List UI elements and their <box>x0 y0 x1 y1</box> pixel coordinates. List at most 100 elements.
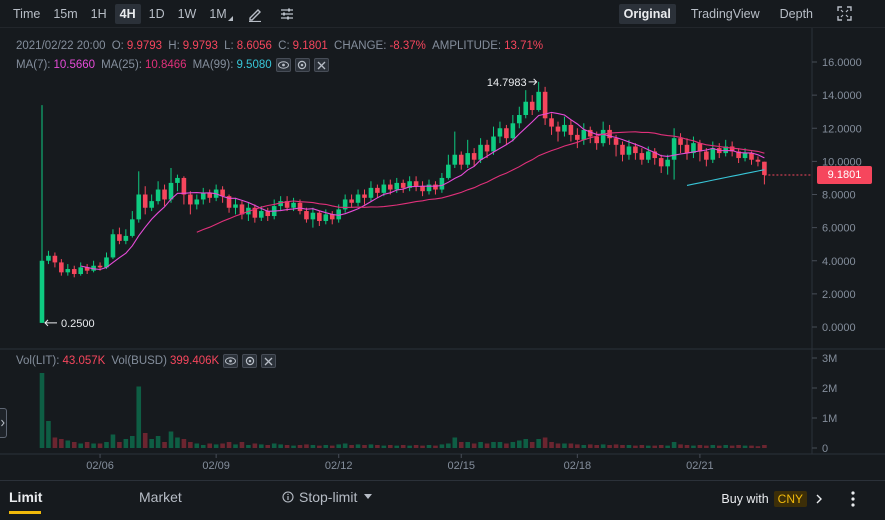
volume-tick-label: 0 <box>822 443 828 455</box>
candles <box>39 81 767 323</box>
volume-bar <box>59 439 64 448</box>
view-depth[interactable]: Depth <box>779 6 813 21</box>
interval-time[interactable]: Time <box>13 6 41 21</box>
candle-body <box>265 211 271 217</box>
volume-bar <box>555 443 561 448</box>
candle-body <box>749 153 754 160</box>
candle-body <box>575 134 580 140</box>
settings-sliders-icon[interactable] <box>276 3 298 25</box>
candle-body <box>136 194 142 220</box>
volume-bar <box>613 444 619 448</box>
candle-body <box>587 129 593 137</box>
volume-bar <box>291 445 296 448</box>
candle-body <box>691 143 696 154</box>
candle-body <box>581 129 587 140</box>
ohlc-datetime: 2021/02/22 20:00 <box>16 40 106 52</box>
time-axis: 02/06 02/09 02/12 02/15 02/18 02/21 <box>86 454 714 472</box>
buy-with-selector[interactable]: Buy with CNY <box>721 491 823 507</box>
interval-4h[interactable]: 4H <box>114 3 141 24</box>
candlestick-chart[interactable]: 16.0000 14.0000 12.0000 10.0000 8.0000 6.0000… <box>0 27 885 480</box>
volume-bar <box>433 445 438 448</box>
volume-bar <box>510 442 516 448</box>
more-options-icon[interactable] <box>851 491 855 510</box>
price-tick-label: 8.0000 <box>822 190 856 202</box>
current-price-tag: 9.1801 <box>817 165 872 184</box>
volume-bar <box>742 445 748 448</box>
vol-eye-icon[interactable] <box>223 354 239 368</box>
volume-bar <box>375 445 380 448</box>
price-axis: 16.0000 14.0000 12.0000 10.0000 8.0000 6.0000… <box>812 57 862 334</box>
currency-badge[interactable]: CNY <box>773 491 807 507</box>
time-tick-label: 02/09 <box>202 460 230 472</box>
price-tick-label: 0.0000 <box>822 322 856 334</box>
volume-bar <box>265 445 271 448</box>
view-tradingview[interactable]: TradingView <box>690 6 760 21</box>
candle-body <box>529 101 535 111</box>
volume-bar <box>671 442 677 448</box>
gear-icon[interactable] <box>294 58 310 72</box>
candle-body <box>207 192 212 198</box>
ma99-label: MA(99): <box>192 59 234 71</box>
volume-bar <box>465 442 470 448</box>
volume-bar <box>388 445 393 448</box>
volume-bar <box>446 443 451 448</box>
volume-readout: Vol(LIT): 43.057K Vol(BUSD) 399.406K <box>16 354 277 368</box>
candle-body <box>233 204 238 208</box>
candle-body <box>104 257 109 268</box>
ma99-value: 9.5080 <box>236 59 272 71</box>
eye-icon[interactable] <box>275 58 291 72</box>
close-icon[interactable] <box>313 58 329 72</box>
interval-1h[interactable]: 1H <box>90 6 107 21</box>
volume-bar <box>117 442 122 448</box>
tab-limit[interactable]: Limit <box>9 489 43 505</box>
interval-15m[interactable]: 15m <box>53 6 78 21</box>
volume-bar <box>246 445 251 448</box>
candle-body <box>375 187 380 193</box>
candle-body <box>568 124 574 135</box>
candle-body <box>497 128 503 137</box>
time-tick-label: 02/06 <box>86 460 114 472</box>
chart-canvas[interactable]: 16.0000 14.0000 12.0000 10.0000 8.0000 6.0000… <box>0 28 885 481</box>
time-tick-label: 02/18 <box>564 460 592 472</box>
vol-gear-icon[interactable] <box>242 354 258 368</box>
interval-1w[interactable]: 1W <box>177 6 197 21</box>
volume-bar <box>271 443 277 448</box>
candle-body <box>542 91 548 119</box>
side-panel-handle[interactable] <box>0 408 7 438</box>
vol-close-icon[interactable] <box>261 354 277 368</box>
pencil-icon[interactable] <box>244 3 266 25</box>
high-label: H: <box>168 40 180 52</box>
interval-1d[interactable]: 1D <box>148 6 165 21</box>
candle-body <box>407 181 412 188</box>
candle-body <box>200 192 206 200</box>
view-original[interactable]: Original <box>618 3 676 24</box>
volume-bar <box>349 445 354 448</box>
info-icon[interactable] <box>282 491 294 503</box>
candle-body <box>78 267 83 274</box>
candle-body <box>342 199 348 210</box>
volume-bar <box>439 444 445 448</box>
candle-body <box>39 260 45 323</box>
fullscreen-icon[interactable] <box>833 3 855 25</box>
volume-bar <box>736 445 741 448</box>
interval-1m[interactable]: 1M <box>204 4 235 24</box>
candle-body <box>388 184 393 190</box>
tab-stop-limit[interactable]: Stop-limit <box>282 489 373 505</box>
chart-grid <box>0 28 885 455</box>
volume-bar <box>523 439 529 448</box>
candle-body <box>665 159 670 167</box>
volume-bar <box>729 445 735 448</box>
volume-bar <box>220 443 225 448</box>
candle-body <box>697 143 703 152</box>
tab-market[interactable]: Market <box>139 489 182 505</box>
candle-body <box>362 194 367 198</box>
candle-body <box>658 158 664 167</box>
corner-triangle-icon <box>227 15 233 21</box>
buy-with-label: Buy with <box>721 492 769 506</box>
interval-1m-label: 1M <box>209 6 227 21</box>
volume-bar <box>704 445 709 448</box>
volume-bar <box>91 443 96 448</box>
amplitude-label: AMPLITUDE: <box>432 40 502 52</box>
volume-bar <box>381 445 387 448</box>
candle-body <box>671 138 677 160</box>
